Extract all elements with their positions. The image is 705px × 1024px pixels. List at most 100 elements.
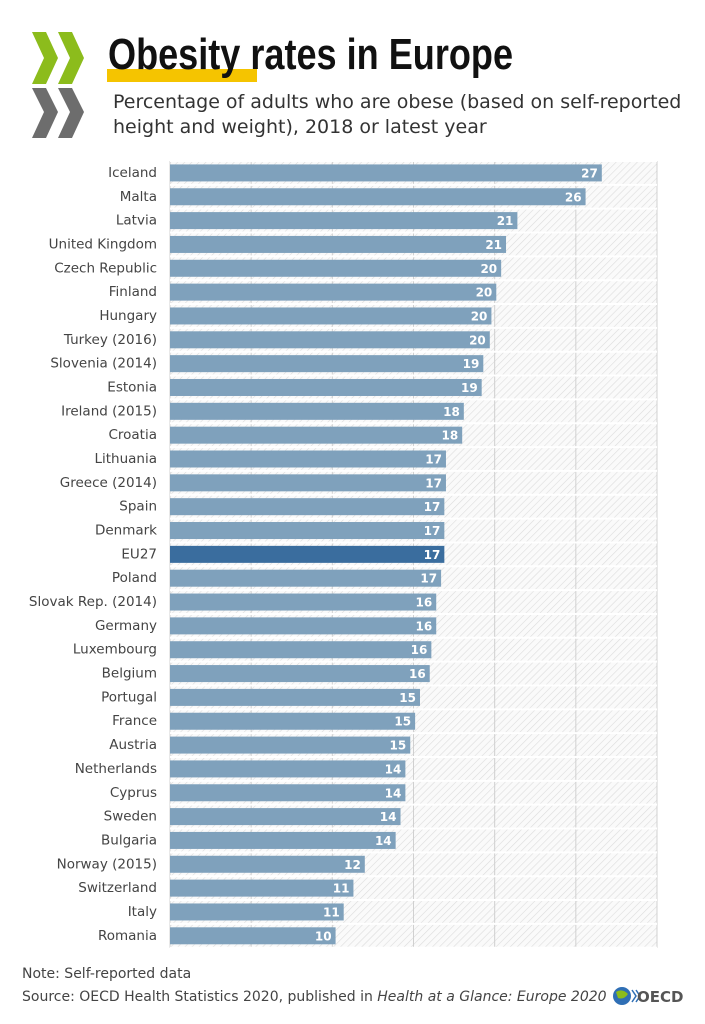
bar: [170, 331, 490, 349]
value-label: 27: [581, 166, 598, 180]
value-label: 21: [497, 214, 514, 228]
category-label: Slovenia (2014): [50, 356, 157, 372]
plot-area: Iceland 27 Malta 26 Latvia 21 United Kingdom 21…: [29, 160, 658, 949]
bar: [170, 641, 432, 659]
source-title: Health at a Glance: Europe 2020: [377, 989, 607, 1005]
bar: [170, 712, 416, 730]
value-label: 17: [425, 453, 442, 467]
category-label: Malta: [120, 189, 157, 205]
value-label: 15: [399, 691, 416, 705]
value-label: 14: [385, 786, 402, 800]
category-label: Iceland: [108, 165, 157, 181]
value-label: 17: [425, 476, 442, 490]
bar: [170, 307, 492, 325]
category-label: Lithuania: [94, 451, 157, 467]
value-label: 14: [375, 834, 392, 848]
bar: [170, 474, 446, 492]
source-text: Source: OECD Health Statistics 2020, pub…: [22, 989, 373, 1005]
category-label: Belgium: [102, 666, 157, 682]
category-label: Germany: [95, 618, 157, 634]
category-label: Hungary: [99, 308, 157, 324]
bar: [170, 688, 420, 706]
value-label: 15: [394, 715, 411, 729]
value-label: 17: [424, 548, 441, 562]
category-label: France: [112, 713, 157, 729]
value-label: 14: [385, 762, 402, 776]
category-label: Italy: [128, 904, 157, 920]
value-label: 16: [416, 619, 433, 633]
category-label: Portugal: [101, 689, 157, 705]
category-label: Estonia: [107, 379, 157, 395]
oecd-logo-mark: [613, 987, 641, 1005]
bar: [170, 522, 445, 540]
bar: [170, 235, 507, 253]
category-label: EU27: [121, 546, 157, 562]
title-highlight: [107, 69, 257, 82]
bar: [170, 283, 497, 301]
bar: [170, 855, 365, 873]
value-label: 20: [471, 309, 488, 323]
bar: [170, 545, 445, 563]
value-label: 11: [323, 905, 340, 919]
category-label: Ireland (2015): [61, 403, 157, 419]
category-label: Austria: [109, 737, 157, 753]
value-label: 18: [443, 405, 460, 419]
bar: [170, 498, 445, 516]
bar: [170, 736, 411, 754]
category-label: Romania: [98, 928, 157, 944]
value-label: 17: [420, 572, 437, 586]
bar: [170, 378, 482, 396]
value-label: 17: [424, 524, 441, 538]
logo-chevrons: [32, 32, 84, 138]
value-label: 16: [411, 643, 428, 657]
category-label: Netherlands: [75, 761, 157, 777]
bar: [170, 402, 464, 420]
bar: [170, 903, 344, 921]
value-label: 16: [416, 596, 433, 610]
bar: [170, 593, 437, 611]
bar: [170, 188, 586, 206]
category-label: Spain: [119, 499, 157, 515]
category-label: Czech Republic: [54, 260, 157, 276]
bar: [170, 355, 484, 373]
value-label: 10: [315, 929, 332, 943]
chart-subtitle: Percentage of adults who are obese (base…: [113, 91, 682, 138]
bar: [170, 760, 406, 778]
category-label: Poland: [112, 570, 157, 586]
category-label: Switzerland: [78, 880, 157, 896]
bar: [170, 617, 437, 635]
value-label: 14: [380, 810, 397, 824]
value-label: 19: [461, 381, 478, 395]
bar: [170, 212, 518, 230]
bar: [170, 831, 396, 849]
value-label: 20: [480, 262, 497, 276]
category-label: Denmark: [95, 523, 157, 539]
bar: [170, 808, 401, 826]
bar: [170, 164, 602, 182]
value-label: 18: [441, 429, 458, 443]
bar: [170, 665, 430, 683]
value-label: 12: [344, 858, 361, 872]
value-label: 26: [565, 190, 582, 204]
category-label: Cyprus: [110, 785, 157, 801]
bar: [170, 450, 446, 468]
note: Note: Self-reported data: [22, 966, 192, 982]
value-label: 11: [333, 882, 350, 896]
value-label: 19: [463, 357, 480, 371]
value-label: 21: [485, 238, 502, 252]
category-label: United Kingdom: [49, 236, 157, 252]
category-label: Greece (2014): [60, 475, 157, 491]
bar: [170, 259, 502, 277]
bar: [170, 879, 354, 897]
value-label: 17: [424, 500, 441, 514]
logo-text: OECD: [637, 988, 684, 1006]
category-label: Sweden: [104, 809, 157, 825]
value-label: 20: [469, 333, 486, 347]
bar: [170, 426, 463, 444]
bar: [170, 927, 336, 945]
value-label: 20: [476, 286, 493, 300]
bar: [170, 784, 406, 802]
value-label: 15: [390, 739, 407, 753]
